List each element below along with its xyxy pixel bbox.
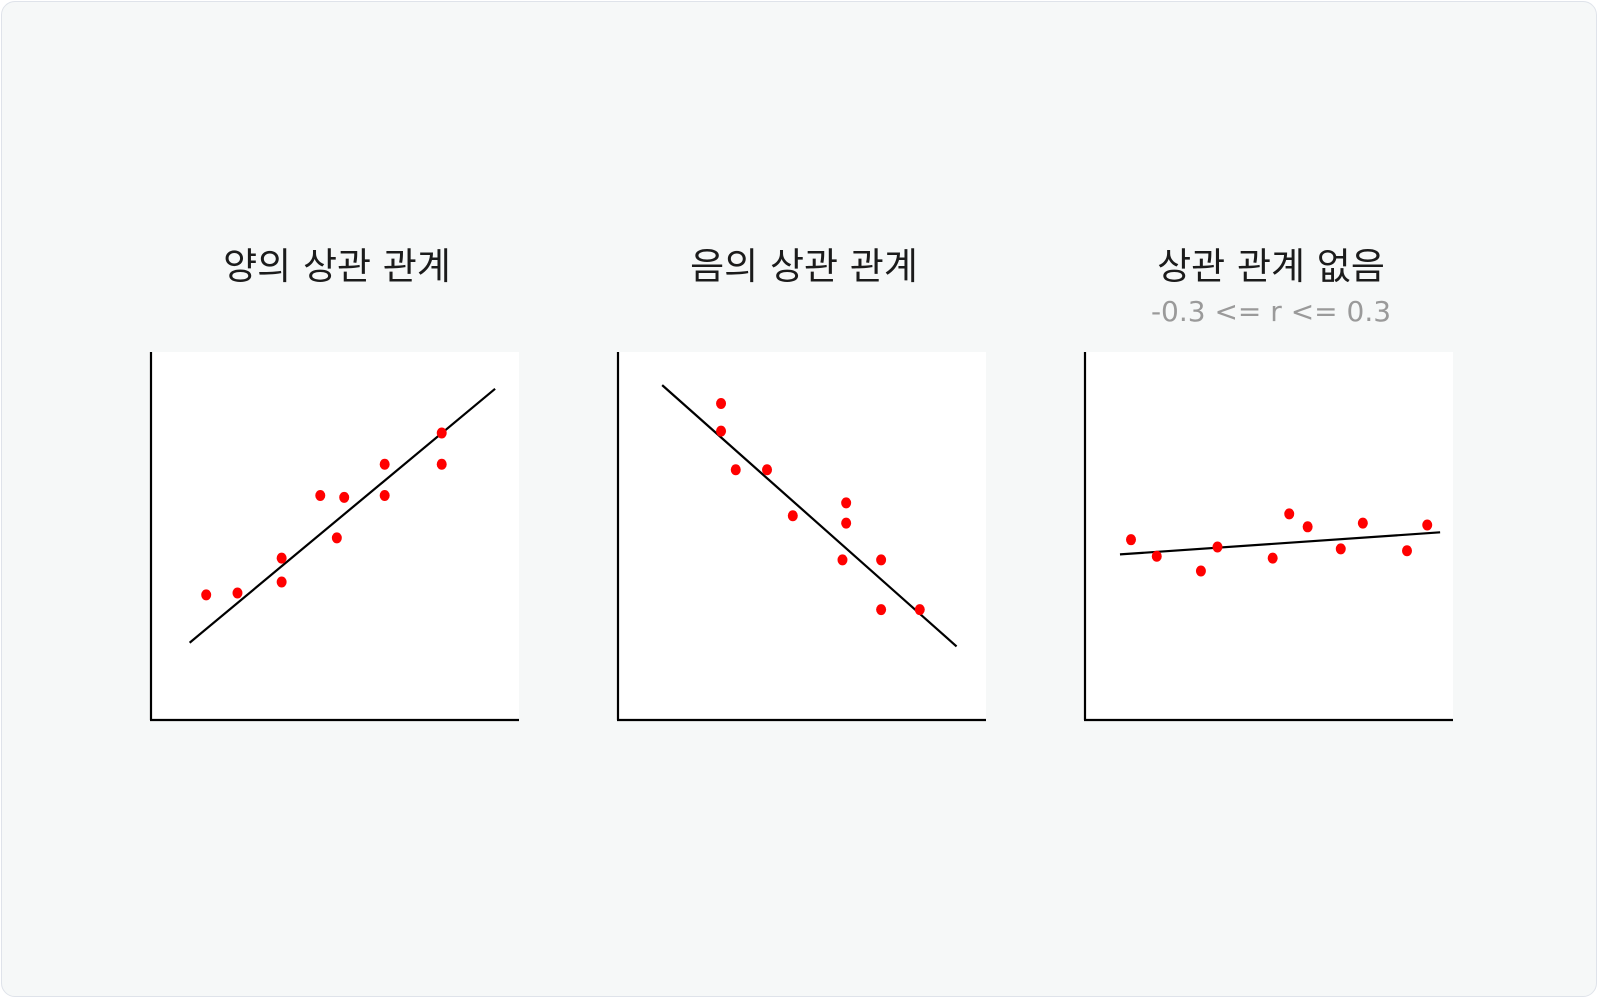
- chart-title: 음의 상관 관계: [690, 245, 918, 288]
- data-point: [276, 552, 287, 564]
- chart-title: 양의 상관 관계: [223, 245, 451, 288]
- scatter-svg: [616, 352, 986, 722]
- data-point: [331, 532, 342, 544]
- data-point: [762, 464, 773, 476]
- data-point: [1422, 519, 1433, 531]
- data-point: [1402, 545, 1412, 557]
- data-point: [1212, 541, 1223, 553]
- data-point: [1267, 552, 1278, 564]
- chart-title: 상관 관계 없음: [1157, 245, 1385, 288]
- scatter-plot: [1083, 352, 1453, 724]
- data-point: [1302, 521, 1313, 533]
- data-point: [339, 491, 350, 503]
- chart-panel-none: 상관 관계 없음 -0.3 <= r <= 0.3: [1071, 2, 1471, 1002]
- data-point: [837, 554, 848, 566]
- chart-panel-negative: 음의 상관 관계: [604, 2, 1004, 1002]
- data-point: [1335, 543, 1346, 555]
- data-point: [787, 510, 798, 522]
- scatter-svg: [149, 352, 519, 722]
- data-point: [1126, 534, 1136, 546]
- data-point: [1151, 550, 1162, 562]
- trend-line: [661, 384, 958, 648]
- data-point: [232, 587, 243, 599]
- data-point: [379, 490, 390, 502]
- data-point: [716, 398, 727, 410]
- data-point: [276, 576, 287, 588]
- data-point: [1284, 508, 1295, 520]
- data-point: [841, 517, 852, 529]
- scatter-svg: [1083, 352, 1453, 722]
- trend-line: [1119, 531, 1441, 556]
- data-point: [201, 589, 212, 601]
- chart-subtitle: -0.3 <= r <= 0.3: [1150, 295, 1392, 328]
- data-point: [841, 497, 852, 509]
- data-point: [1195, 565, 1206, 577]
- data-point: [716, 425, 727, 437]
- data-point: [436, 458, 447, 470]
- scatter-plot: [149, 352, 519, 724]
- data-point: [379, 458, 390, 470]
- data-point: [876, 554, 887, 566]
- scatter-plot: [616, 352, 986, 724]
- data-point: [436, 427, 447, 439]
- data-point: [1357, 517, 1368, 529]
- data-point: [876, 604, 887, 616]
- data-point: [315, 490, 326, 502]
- chart-panel-positive: 양의 상관 관계: [137, 2, 537, 1002]
- plot-background: [618, 352, 986, 720]
- data-point: [730, 464, 741, 476]
- data-point: [914, 604, 925, 616]
